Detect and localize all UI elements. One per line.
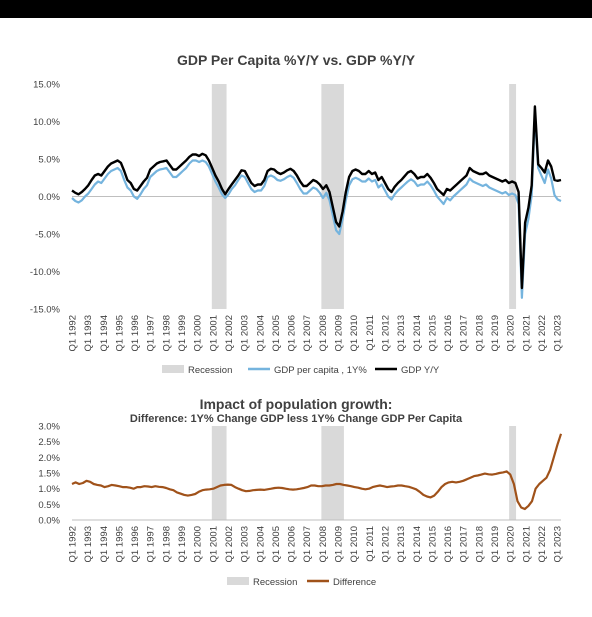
- gdp-per-capita-line: [71, 112, 562, 299]
- x-tick-label: Q1 2019: [490, 315, 501, 351]
- bottom-chart-title: Impact of population growth:: [199, 396, 393, 412]
- x-tick-label: Q1 2007: [302, 315, 313, 351]
- x-tick-label: Q1 1992: [68, 526, 79, 562]
- legend-recession-label: Recession: [188, 365, 232, 376]
- x-tick-label: Q1 1994: [99, 315, 110, 351]
- x-tick-label: Q1 2001: [208, 526, 219, 562]
- x-tick-label: Q1 2018: [474, 526, 485, 562]
- legend-difference-label: Difference: [333, 577, 376, 588]
- difference-line: [71, 433, 563, 511]
- x-tick-label: Q1 1999: [177, 315, 188, 351]
- y-tick-label: 3.0%: [38, 422, 60, 433]
- x-tick-label: Q1 2010: [349, 315, 360, 351]
- x-tick-label: Q1 2011: [365, 315, 376, 351]
- x-tick-label: Q1 2004: [255, 526, 266, 562]
- x-tick-label: Q1 2006: [287, 315, 298, 351]
- x-tick-label: Q1 2009: [334, 315, 345, 351]
- x-tick-label: Q1 1998: [161, 315, 172, 351]
- x-tick-label: Q1 1996: [130, 526, 141, 562]
- y-tick-label: 0.0%: [38, 192, 60, 203]
- x-tick-label: Q1 2021: [521, 315, 532, 351]
- x-tick-label: Q1 2015: [427, 315, 438, 351]
- x-tick-label: Q1 2000: [193, 315, 204, 351]
- legend-gdp-per-capita-label: GDP per capita , 1Y%: [274, 365, 367, 376]
- x-tick-label: Q1 2022: [537, 315, 548, 351]
- legend-recession-swatch: [227, 577, 249, 585]
- x-tick-label: Q1 2014: [412, 315, 423, 351]
- x-tick-label: Q1 2016: [443, 526, 454, 562]
- gdp-yy-line: [71, 105, 562, 290]
- x-tick-label: Q1 2002: [224, 526, 235, 562]
- legend-recession-label: Recession: [253, 577, 297, 588]
- x-tick-label: Q1 2017: [459, 526, 470, 562]
- x-tick-label: Q1 2005: [271, 315, 282, 351]
- x-tick-label: Q1 2005: [271, 526, 282, 562]
- x-tick-label: Q1 1999: [177, 526, 188, 562]
- y-tick-label: -5.0%: [35, 230, 60, 241]
- x-tick-label: Q1 1997: [146, 526, 157, 562]
- x-tick-label: Q1 2019: [490, 526, 501, 562]
- y-tick-label: -15.0%: [30, 305, 61, 316]
- y-tick-label: -10.0%: [30, 267, 61, 278]
- x-tick-label: Q1 2020: [506, 315, 517, 351]
- x-tick-label: Q1 2013: [396, 526, 407, 562]
- y-tick-label: 2.0%: [38, 453, 60, 464]
- x-tick-label: Q1 1992: [68, 315, 79, 351]
- top-bar: [0, 0, 592, 18]
- legend-gdp-label: GDP Y/Y: [401, 365, 440, 376]
- x-tick-label: Q1 2001: [208, 315, 219, 351]
- y-tick-label: 15.0%: [33, 80, 60, 91]
- bottom-chart-subtitle: Difference: 1Y% Change GDP less 1Y% Chan…: [129, 413, 463, 425]
- recession-band: [509, 426, 517, 520]
- y-tick-label: 0.5%: [38, 500, 60, 511]
- y-tick-label: 0.0%: [38, 516, 60, 527]
- y-tick-label: 10.0%: [33, 117, 60, 128]
- x-tick-label: Q1 2000: [193, 526, 204, 562]
- x-tick-label: Q1 2003: [240, 526, 251, 562]
- y-tick-label: 5.0%: [38, 155, 60, 166]
- x-tick-label: Q1 1994: [99, 526, 110, 562]
- x-tick-label: Q1 2009: [334, 526, 345, 562]
- x-tick-label: Q1 1993: [83, 315, 94, 351]
- x-tick-label: Q1 2018: [474, 315, 485, 351]
- recession-band: [211, 426, 227, 520]
- legend-recession-swatch: [162, 365, 184, 373]
- x-tick-label: Q1 2021: [521, 526, 532, 562]
- x-tick-label: Q1 2012: [380, 526, 391, 562]
- x-tick-label: Q1 1996: [130, 315, 141, 351]
- x-tick-label: Q1 2020: [506, 526, 517, 562]
- x-tick-label: Q1 2014: [412, 526, 423, 562]
- x-tick-label: Q1 1995: [114, 526, 125, 562]
- recession-band: [321, 426, 344, 520]
- x-tick-label: Q1 1993: [83, 526, 94, 562]
- x-tick-label: Q1 2008: [318, 526, 329, 562]
- x-tick-label: Q1 2008: [318, 315, 329, 351]
- y-tick-label: 1.0%: [38, 484, 60, 495]
- x-tick-label: Q1 2017: [459, 315, 470, 351]
- x-tick-label: Q1 2003: [240, 315, 251, 351]
- x-tick-label: Q1 2023: [553, 315, 564, 351]
- x-tick-label: Q1 2002: [224, 315, 235, 351]
- x-tick-label: Q1 2004: [255, 315, 266, 351]
- y-tick-label: 1.5%: [38, 469, 60, 480]
- x-tick-label: Q1 1997: [146, 315, 157, 351]
- x-tick-label: Q1 2011: [365, 526, 376, 562]
- x-tick-label: Q1 2006: [287, 526, 298, 562]
- x-tick-label: Q1 2013: [396, 315, 407, 351]
- y-tick-label: 2.5%: [38, 437, 60, 448]
- top-chart-title: GDP Per Capita %Y/Y vs. GDP %Y/Y: [176, 52, 416, 68]
- x-tick-label: Q1 1998: [161, 526, 172, 562]
- x-tick-label: Q1 1995: [114, 315, 125, 351]
- x-tick-label: Q1 2007: [302, 526, 313, 562]
- x-tick-label: Q1 2015: [427, 526, 438, 562]
- x-tick-label: Q1 2012: [380, 315, 391, 351]
- x-tick-label: Q1 2022: [537, 526, 548, 562]
- x-tick-label: Q1 2010: [349, 526, 360, 562]
- x-tick-label: Q1 2023: [553, 526, 564, 562]
- x-tick-label: Q1 2016: [443, 315, 454, 351]
